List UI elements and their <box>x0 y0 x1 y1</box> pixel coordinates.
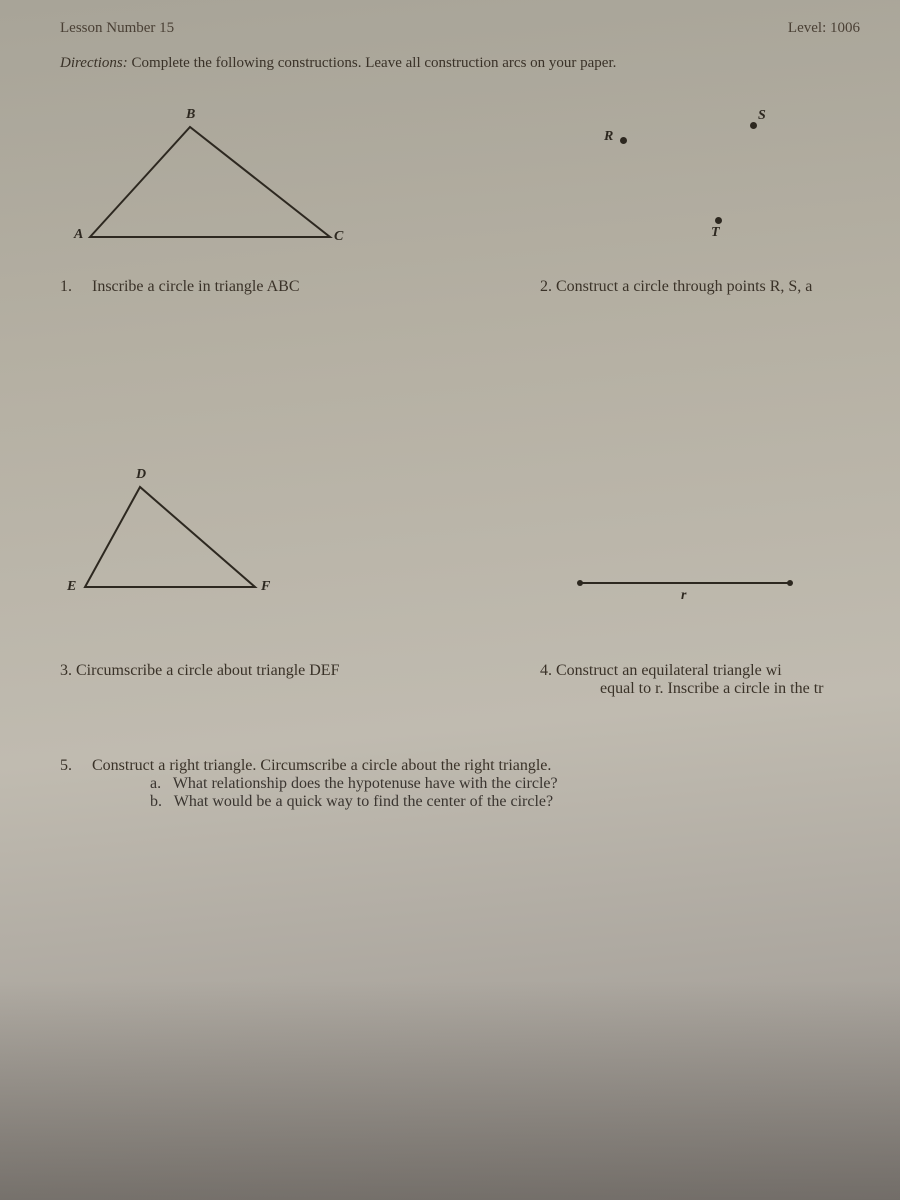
problem-5a-number: a. <box>150 775 161 792</box>
problem-5-text: Construct a right triangle. Circumscribe… <box>92 757 551 774</box>
problem-5-caption: 5. Construct a right triangle. Circumscr… <box>60 757 900 775</box>
problem-3: D E F 3. Circumscribe a circle about tri… <box>60 417 540 747</box>
problem-2-caption: 2. Construct a circle through points R, … <box>540 278 900 296</box>
problem-5a: a. What relationship does the hypotenuse… <box>60 775 900 793</box>
problem-3-text: Circumscribe a circle about triangle DEF <box>76 662 339 679</box>
segment-r-label: r <box>681 588 686 604</box>
problem-3-number: 3. <box>60 662 72 679</box>
segment-r-endpoint-left <box>577 580 583 586</box>
segment-r-figure: r <box>540 467 900 622</box>
problem-4-number: 4. <box>540 662 552 679</box>
vertex-f-label: F <box>261 579 270 595</box>
problem-2-text: Construct a circle through points R, S, … <box>556 278 812 295</box>
problem-4-caption: 4. Construct an equilateral triangle wi … <box>540 662 900 698</box>
problem-2: R S T 2. Construct a circle through poin… <box>540 107 900 417</box>
lesson-number: Lesson Number 15 <box>60 20 174 37</box>
point-t <box>715 217 722 224</box>
problem-3-caption: 3. Circumscribe a circle about triangle … <box>60 662 540 680</box>
problem-1-text: Inscribe a circle in triangle ABC <box>92 278 299 295</box>
triangle-def <box>60 467 320 617</box>
problem-5-number: 5. <box>60 757 88 775</box>
vertex-e-label: E <box>67 579 76 595</box>
problem-1-number: 1. <box>60 278 88 296</box>
triangle-abc <box>60 107 360 267</box>
point-s-label: S <box>758 108 766 124</box>
directions-text: Complete the following constructions. Le… <box>132 55 617 71</box>
vertex-c-label: C <box>334 229 343 245</box>
problem-5b-text: What would be a quick way to find the ce… <box>174 793 553 810</box>
level-label: Level: 1006 <box>788 20 900 37</box>
problem-4-text-line1: Construct an equilateral triangle wi <box>556 662 782 679</box>
problem-1: A B C 1. Inscribe a circle in triangle A… <box>60 107 540 417</box>
problem-5: 5. Construct a right triangle. Circumscr… <box>60 747 900 1027</box>
problem-4-text-line2: equal to r. Inscribe a circle in the tr <box>540 680 900 698</box>
header-row: Lesson Number 15 Level: 1006 <box>60 20 900 37</box>
triangle-def-figure: D E F <box>60 467 540 622</box>
point-r <box>620 137 627 144</box>
problem-5a-text: What relationship does the hypotenuse ha… <box>173 775 558 792</box>
problem-4: r 4. Construct an equilateral triangle w… <box>540 417 900 747</box>
points-rst-figure: R S T <box>540 107 900 272</box>
problem-5b: b. What would be a quick way to find the… <box>60 793 900 811</box>
worksheet-page: Lesson Number 15 Level: 1006 Directions:… <box>0 0 900 1027</box>
point-t-label: T <box>711 225 720 241</box>
vertex-a-label: A <box>74 227 83 243</box>
segment-r-endpoint-right <box>787 580 793 586</box>
vertex-d-label: D <box>136 467 146 483</box>
directions: Directions: Complete the following const… <box>60 55 900 72</box>
triangle-abc-figure: A B C <box>60 107 540 272</box>
problem-1-caption: 1. Inscribe a circle in triangle ABC <box>60 278 540 296</box>
problem-2-number: 2. <box>540 278 552 295</box>
vertex-b-label: B <box>186 107 195 123</box>
point-s <box>750 122 757 129</box>
directions-label: Directions: <box>60 55 128 71</box>
problem-5b-number: b. <box>150 793 162 810</box>
problems-grid: A B C 1. Inscribe a circle in triangle A… <box>60 107 900 1027</box>
segment-r <box>580 582 790 584</box>
point-r-label: R <box>604 129 613 145</box>
